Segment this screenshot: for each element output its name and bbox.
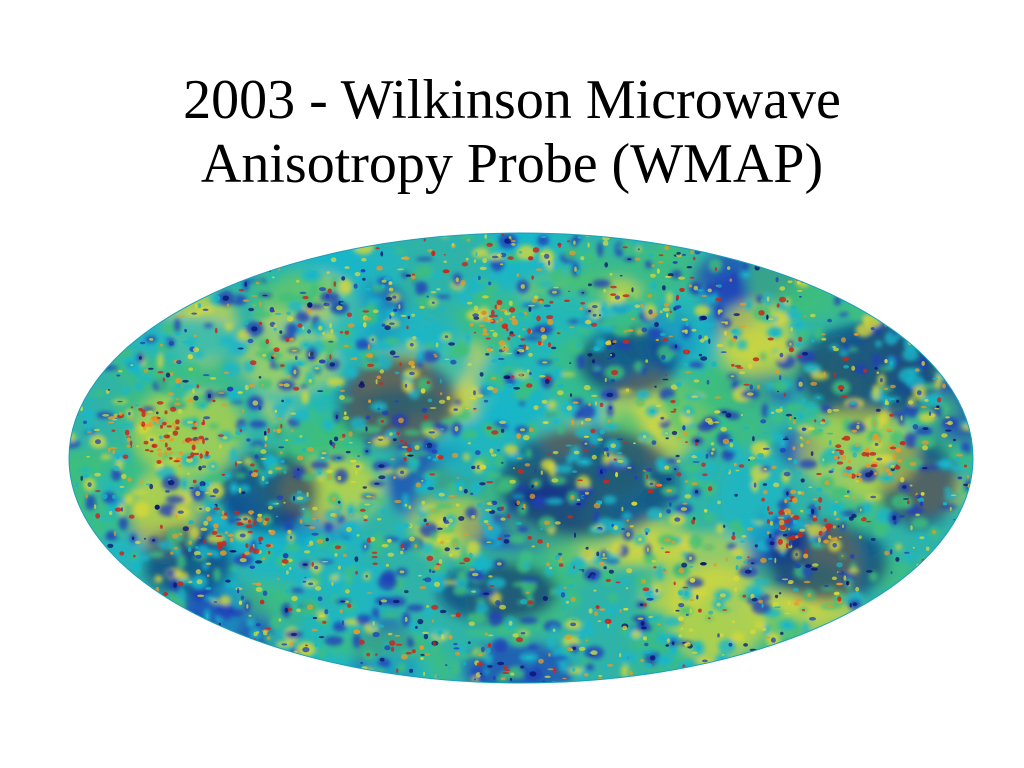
cmb-sky-map-svg xyxy=(68,232,974,684)
cmb-sky-map-image xyxy=(68,232,974,684)
title-line-2: Anisotropy Probe (WMAP) xyxy=(200,133,824,195)
slide-title: 2003 - Wilkinson Microwave Anisotropy Pr… xyxy=(0,68,1024,196)
title-line-1: 2003 - Wilkinson Microwave xyxy=(183,69,841,131)
